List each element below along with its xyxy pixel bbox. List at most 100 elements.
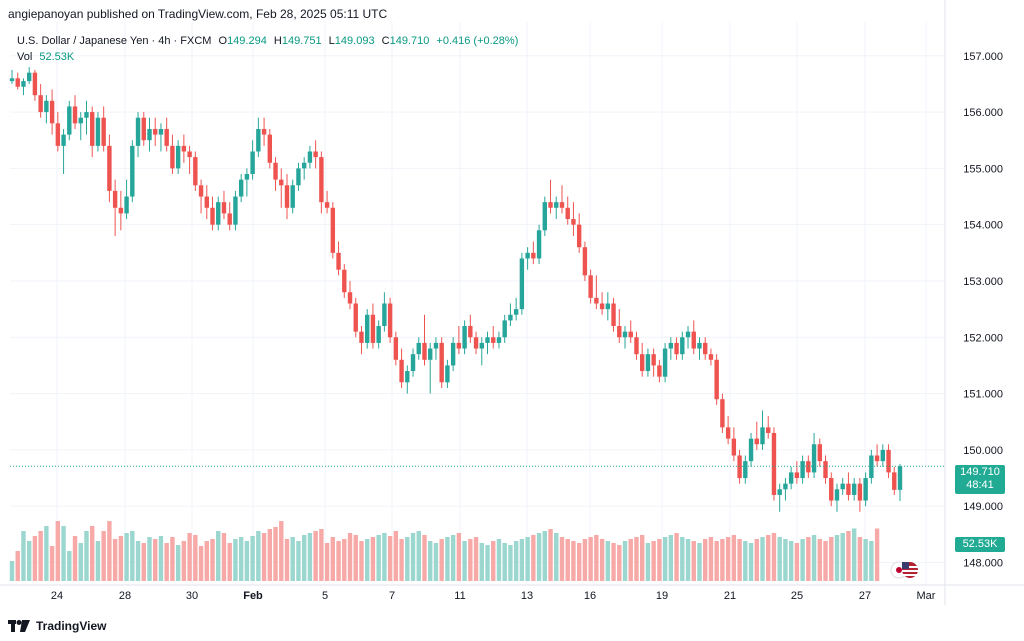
candle-body: [198, 185, 204, 197]
candle-body: [491, 337, 496, 343]
candle-body: [135, 117, 141, 146]
candle-body: [771, 432, 777, 495]
candle-body: [422, 342, 427, 360]
candle-body: [353, 303, 358, 332]
candle-body: [313, 151, 318, 158]
volume-bar: [594, 535, 599, 581]
volume-bar: [840, 533, 845, 581]
volume-bar: [38, 531, 43, 581]
candle-body: [508, 314, 513, 321]
candle-body: [880, 449, 886, 462]
candle-body: [238, 179, 244, 197]
volume-bars: [9, 521, 880, 581]
candle-body: [680, 337, 685, 355]
volume-bar: [158, 536, 164, 581]
candle-body: [38, 95, 43, 113]
candle-body: [296, 168, 301, 186]
volume-bar: [267, 529, 273, 581]
candle-body: [548, 202, 553, 208]
candle-body: [743, 461, 748, 479]
candle-body: [124, 196, 129, 214]
candle-body: [84, 112, 89, 118]
volume-bar: [55, 521, 61, 581]
volume-bar: [387, 536, 393, 581]
candle-body: [204, 196, 209, 208]
volume-bar: [284, 539, 290, 581]
candle-body: [766, 427, 771, 433]
candle-body: [456, 342, 462, 349]
volume-bar: [685, 539, 691, 581]
candle-body: [806, 461, 811, 473]
candle-body: [72, 106, 78, 124]
candle-body: [26, 72, 32, 82]
candle-body: [387, 303, 393, 338]
footer-brand[interactable]: TradingView: [8, 617, 106, 635]
volume-bar: [473, 537, 479, 581]
candle-body: [863, 478, 868, 501]
candle-body: [342, 269, 347, 293]
candle-body: [565, 207, 570, 220]
candle-body: [330, 207, 336, 253]
volume-bar: [290, 537, 295, 581]
candle-body: [261, 128, 267, 135]
candle-body: [657, 365, 662, 377]
volume-bar: [743, 541, 748, 581]
candle-body: [605, 303, 611, 310]
candle-body: [32, 72, 38, 96]
candle-body: [571, 219, 576, 225]
price-tick-label: 152.000: [963, 332, 1003, 344]
volume-bar: [90, 526, 95, 581]
volume-bar: [639, 535, 645, 581]
volume-bar: [61, 526, 66, 581]
price-axis[interactable]: 157.000 156.000 155.000 154.000 153.000 152.0…: [963, 51, 1003, 570]
volume-bar: [748, 543, 754, 581]
volume-bar: [422, 535, 427, 581]
candle-body: [158, 128, 164, 135]
candle-body: [817, 444, 822, 462]
volume-bar: [788, 541, 794, 581]
volume-bar: [170, 537, 175, 581]
candle-body: [336, 252, 341, 270]
time-tick-label: 5: [322, 590, 328, 602]
candle-body: [216, 202, 221, 225]
candle-body: [869, 455, 874, 479]
candle-body: [49, 100, 55, 124]
volume-bar: [370, 537, 376, 581]
time-tick-label: 11: [454, 590, 465, 602]
volume-bar: [611, 543, 616, 581]
volume-bar: [725, 537, 731, 581]
volume-bar: [777, 537, 782, 581]
candle-body: [153, 128, 158, 135]
footer-brand-text: TradingView: [36, 619, 107, 633]
volume-bar: [72, 536, 78, 581]
candle-body: [439, 342, 444, 383]
volume-bar: [617, 545, 622, 581]
volume-bar: [95, 541, 101, 581]
candle-body: [95, 117, 101, 146]
volume-bar: [599, 539, 605, 581]
candle-body: [857, 483, 863, 501]
volume-bar: [485, 545, 490, 581]
candle-body: [370, 314, 376, 343]
candle-body: [525, 252, 530, 259]
candle-body: [840, 483, 845, 490]
candle-body: [445, 365, 450, 383]
volume-bar: [588, 537, 593, 581]
volume-bar: [26, 541, 32, 581]
symbol-legend: U.S. Dollar / Japanese Yen · 4h · FXCM O…: [17, 33, 518, 65]
volume-bar: [336, 541, 341, 581]
volume-bar: [794, 543, 800, 581]
candle-body: [147, 128, 152, 141]
candle-body: [221, 202, 227, 214]
time-axis[interactable]: 24 28 30 Feb 5 7 11 13 16 19 21 25 27 Mar: [51, 590, 936, 602]
close-value: 149.710: [389, 35, 430, 47]
candle-body: [359, 331, 364, 343]
volume-bar: [439, 539, 444, 581]
candle-body: [794, 472, 800, 479]
time-tick-label: 19: [656, 590, 668, 602]
time-tick-label: Mar: [917, 590, 936, 602]
candle-body: [622, 331, 628, 338]
candle-body: [244, 174, 250, 180]
